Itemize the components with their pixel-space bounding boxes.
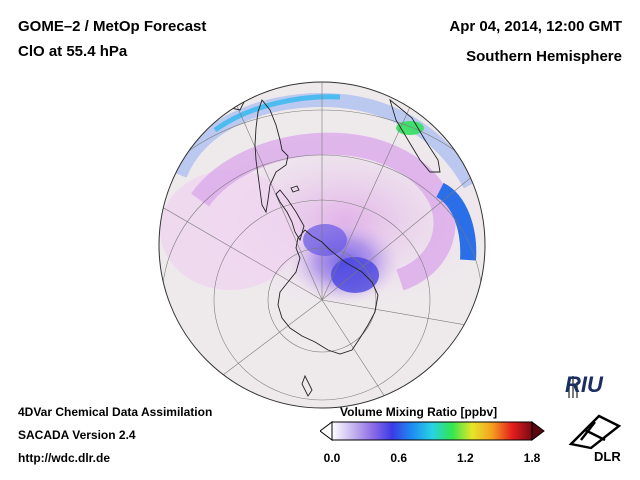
data-field: [159, 82, 485, 408]
dlr-logo-mark: [568, 414, 622, 450]
colorbar: [320, 421, 545, 441]
globe-outline: [158, 81, 486, 409]
map-title: GOME–2 / MetOp Forecast: [18, 18, 207, 35]
colorbar-high-arrow: [531, 421, 545, 441]
footer-version: SACADA Version 2.4: [18, 428, 136, 442]
forecast-date: Apr 04, 2014, 12:00 GMT: [449, 18, 622, 35]
map-subtitle: ClO at 55.4 hPa: [18, 43, 128, 60]
colorbar-gradient: [331, 421, 533, 441]
dlr-logo: DLR: [594, 449, 621, 464]
riu-logo-mark: [568, 376, 578, 398]
hemisphere-label: Southern Hemisphere: [466, 48, 622, 65]
colorbar-low-arrow: [320, 421, 333, 441]
riu-logo: RIU: [565, 372, 603, 397]
footer-assimilation: 4DVar Chemical Data Assimilation: [18, 405, 213, 419]
footer-url: http://wdc.dlr.de: [18, 451, 110, 465]
colorbar-title: Volume Mixing Ratio [ppbv]: [340, 405, 498, 419]
colorbar-tick-0: 0.0: [323, 451, 341, 465]
colorbar-tick-1: 0.6: [390, 451, 407, 465]
colorbar-tick-3: 1.8: [523, 451, 541, 465]
colorbar-tick-2: 1.2: [456, 451, 474, 465]
